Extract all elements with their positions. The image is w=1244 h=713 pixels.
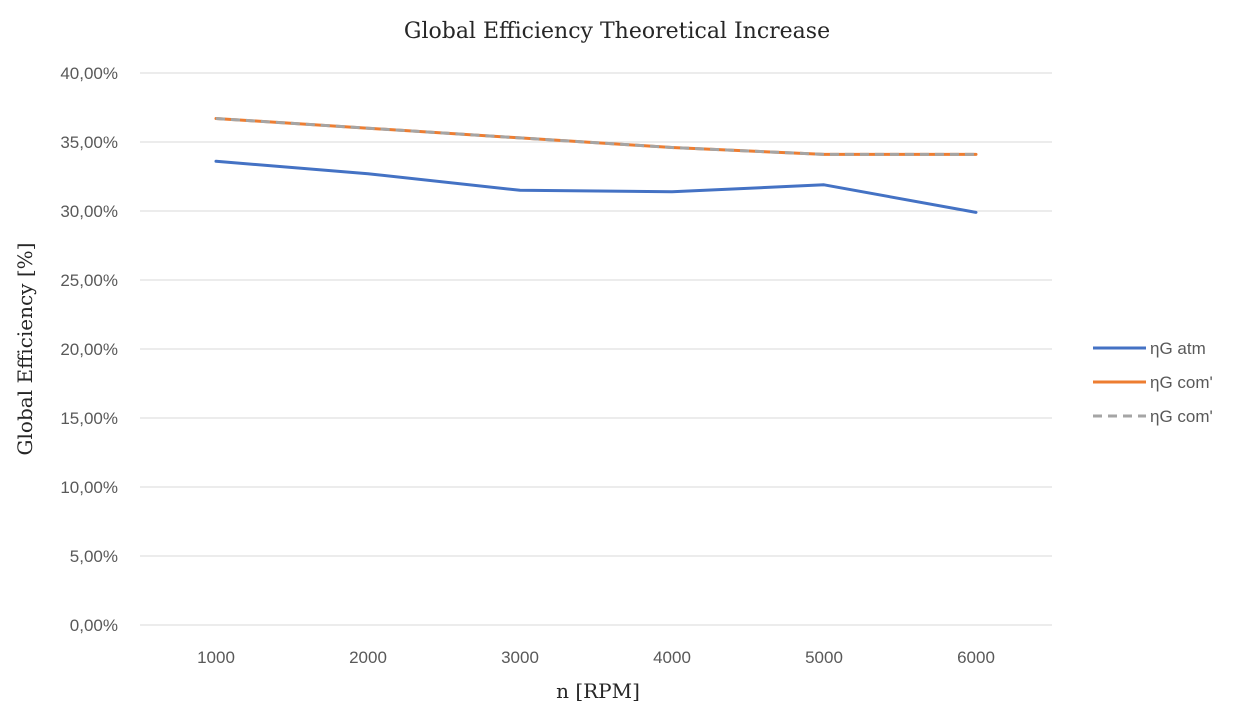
y-tick-label: 5,00% <box>70 547 118 566</box>
x-axis-title: n [RPM] <box>556 679 640 703</box>
legend-label: ηG com' <box>1150 373 1213 392</box>
y-tick-label: 25,00% <box>60 271 118 290</box>
x-tick-label: 2000 <box>349 648 387 667</box>
y-tick-label: 10,00% <box>60 478 118 497</box>
y-tick-label: 35,00% <box>60 133 118 152</box>
y-tick-label: 40,00% <box>60 64 118 83</box>
x-tick-label: 1000 <box>197 648 235 667</box>
y-tick-label: 20,00% <box>60 340 118 359</box>
x-tick-label: 6000 <box>957 648 995 667</box>
gridlines <box>140 72 1052 626</box>
legend: ηG atm ηG com' ηG com' <box>1093 339 1213 426</box>
legend-label: ηG atm <box>1150 339 1206 358</box>
x-tick-label: 3000 <box>501 648 539 667</box>
y-tick-label: 15,00% <box>60 409 118 428</box>
x-tick-label: 4000 <box>653 648 691 667</box>
y-tick-label: 30,00% <box>60 202 118 221</box>
series-line-1 <box>214 159 978 214</box>
x-tick-label: 5000 <box>805 648 843 667</box>
series-line-3 <box>215 117 976 156</box>
y-axis-ticks: 0,00% 5,00% 10,00% 15,00% 20,00% 25,00% 30,00%… <box>60 64 118 635</box>
series-lines <box>214 117 978 214</box>
series-line-2 <box>214 117 978 156</box>
x-axis-ticks: 1000 2000 3000 4000 5000 6000 <box>197 648 995 667</box>
legend-label: ηG com' <box>1150 407 1213 426</box>
chart-title: Global Efficiency Theoretical Increase <box>404 19 830 44</box>
y-tick-label: 0,00% <box>70 616 118 635</box>
y-axis-title: Global Efficiency [%] <box>13 243 37 456</box>
